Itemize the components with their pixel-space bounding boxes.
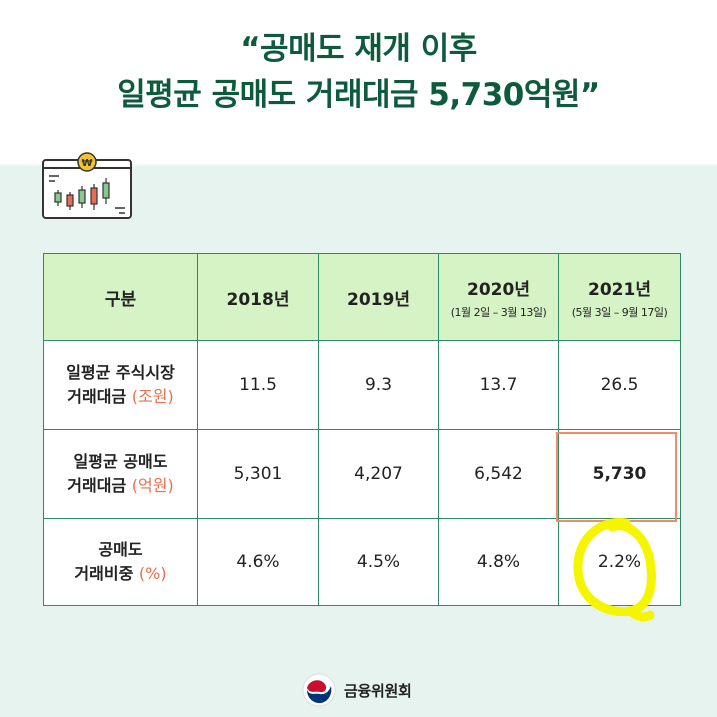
row-unit: (조원) xyxy=(131,387,174,406)
row-label-text: 거래대금 xyxy=(67,387,127,406)
table-row: 공매도 거래비중 (%) 4.6% 4.5% 4.8% 2.2% xyxy=(43,518,681,606)
headline-line2: 일평균 공매도 거래대금 5,730억원” xyxy=(117,77,600,113)
row-label-line1: 일평균 공매도 xyxy=(73,452,168,471)
short-selling-table: 구분 2018년 2019년 2020년 (1월 2일 – 3월 13일) 20… xyxy=(43,253,681,606)
footer: 금융위원회 xyxy=(302,672,412,708)
header-2018: 2018년 xyxy=(197,253,319,341)
cell-value: 4.6% xyxy=(197,518,319,606)
highlight-box xyxy=(556,432,677,522)
cell-value: 4,207 xyxy=(318,429,439,519)
row-label-line1: 일평균 주식시장 xyxy=(66,363,175,382)
table-row: 일평균 주식시장 거래대금 (조원) 11.5 9.3 13.7 26.5 xyxy=(43,340,681,430)
cell-value: 9.3 xyxy=(318,340,439,430)
header-2019: 2019년 xyxy=(318,253,439,341)
cell-value: 26.5 xyxy=(558,340,681,430)
headline-line1: “공매도 재개 이후 xyxy=(240,31,477,67)
header-2020-range: (1월 2일 – 3월 13일) xyxy=(450,305,547,319)
row-label-short-selling-ratio: 공매도 거래비중 (%) xyxy=(43,518,198,606)
row-label-market-value: 일평균 주식시장 거래대금 (조원) xyxy=(43,340,198,430)
row-label-line1: 공매도 xyxy=(98,540,143,559)
cell-value: 11.5 xyxy=(197,340,319,430)
cell-value: 4.5% xyxy=(318,518,439,606)
header-2021-year: 2021년 xyxy=(588,279,651,300)
cell-value: 13.7 xyxy=(438,340,559,430)
panel-divider xyxy=(0,164,717,166)
row-unit: (%) xyxy=(138,564,167,583)
yellow-circle-mark xyxy=(573,518,656,622)
row-label-line2: 거래대금 (억원) xyxy=(44,474,197,498)
header-2021-range: (5월 3일 – 9월 17일) xyxy=(571,305,668,319)
row-label-text: 거래대금 xyxy=(67,476,127,495)
header-category: 구분 xyxy=(43,253,198,341)
won-coin-icon: ₩ xyxy=(77,152,97,172)
korean-government-logo-icon xyxy=(302,673,336,707)
svg-text:₩: ₩ xyxy=(81,158,92,169)
header-2021: 2021년 (5월 3일 – 9월 17일) xyxy=(558,253,681,341)
row-unit: (억원) xyxy=(131,476,174,495)
candlestick-chart-icon: ₩ xyxy=(42,152,132,219)
row-label-line2: 거래비중 (%) xyxy=(44,562,197,586)
cell-value: 4.8% xyxy=(438,518,559,606)
table-header-row: 구분 2018년 2019년 2020년 (1월 2일 – 3월 13일) 20… xyxy=(43,253,681,341)
cell-value: 6,542 xyxy=(438,429,559,519)
headline: “공매도 재개 이후 일평균 공매도 거래대금 5,730억원” xyxy=(0,26,717,118)
row-label-text: 거래비중 xyxy=(74,564,134,583)
cell-value-highlighted: 5,730 xyxy=(558,429,681,519)
row-label-short-selling-value: 일평균 공매도 거래대금 (억원) xyxy=(43,429,198,519)
row-label-line2: 거래대금 (조원) xyxy=(44,385,197,409)
table-row: 일평균 공매도 거래대금 (억원) 5,301 4,207 6,542 5,73… xyxy=(43,429,681,519)
header-2020: 2020년 (1월 2일 – 3월 13일) xyxy=(438,253,559,341)
header-2020-year: 2020년 xyxy=(467,279,530,300)
org-name: 금융위원회 xyxy=(344,681,412,700)
cell-value: 5,301 xyxy=(197,429,319,519)
